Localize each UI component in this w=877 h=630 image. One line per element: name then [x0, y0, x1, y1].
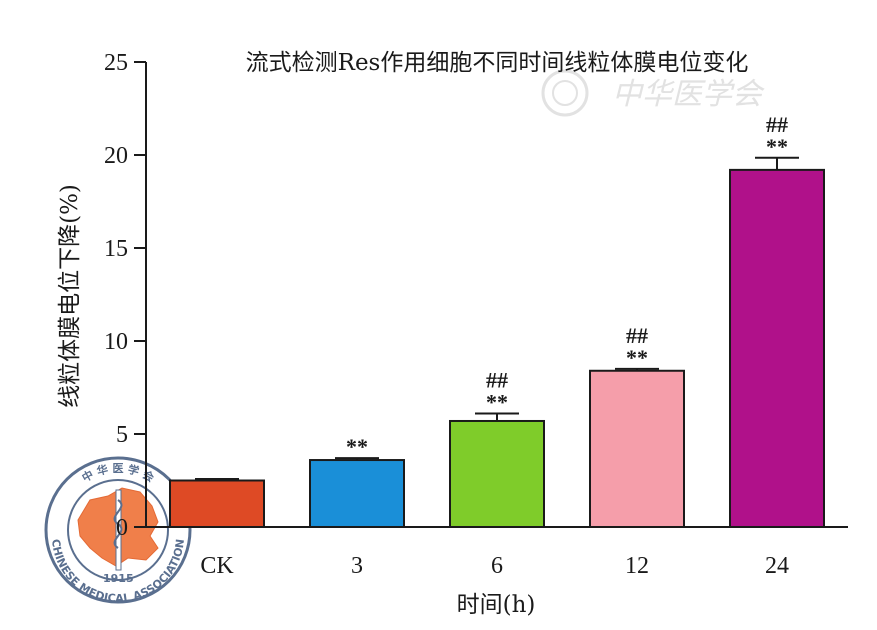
y-tick-label: 5 [116, 422, 128, 448]
watermark-text: 中华医学会 [612, 77, 765, 112]
significance-label: ** [626, 345, 648, 370]
x-tick-label: CK [200, 553, 234, 579]
watermark-logo: 中华医学会 [541, 69, 765, 117]
y-tick-label: 20 [104, 143, 128, 169]
bars: ****##**##**## [169, 112, 825, 529]
x-tick-label: 3 [351, 553, 363, 579]
significance-label: ** [486, 390, 508, 415]
significance-label: ## [486, 368, 508, 393]
significance-label: ## [766, 112, 788, 137]
x-tick-label: 6 [491, 553, 503, 579]
x-tick-label: 24 [765, 553, 789, 579]
bar [729, 168, 825, 528]
bar [449, 419, 545, 529]
bar [169, 479, 265, 528]
y-ticks: 0 5 10 15 20 25 [104, 50, 146, 541]
y-tick-label: 25 [104, 50, 128, 76]
x-tick-label: 12 [625, 553, 649, 579]
y-tick-label: 10 [104, 329, 128, 355]
x-axis-title: 时间(h) [457, 592, 536, 618]
seal-year: 1915 [103, 572, 134, 585]
watermark-emblem-icon [541, 69, 589, 117]
significance-label: ## [626, 323, 648, 348]
bar [589, 369, 685, 529]
y-tick-label: 15 [104, 236, 128, 262]
y-axis-title: 线粒体膜电位下降(%) [57, 184, 83, 408]
significance-label: ** [346, 434, 368, 459]
significance-label: ** [766, 134, 788, 159]
x-ticks: CK 3 6 12 24 [200, 553, 789, 579]
y-tick-label: 0 [116, 515, 128, 541]
bar [309, 459, 405, 529]
chart-title: 流式检测Res作用细胞不同时间线粒体膜电位变化 [246, 50, 749, 76]
